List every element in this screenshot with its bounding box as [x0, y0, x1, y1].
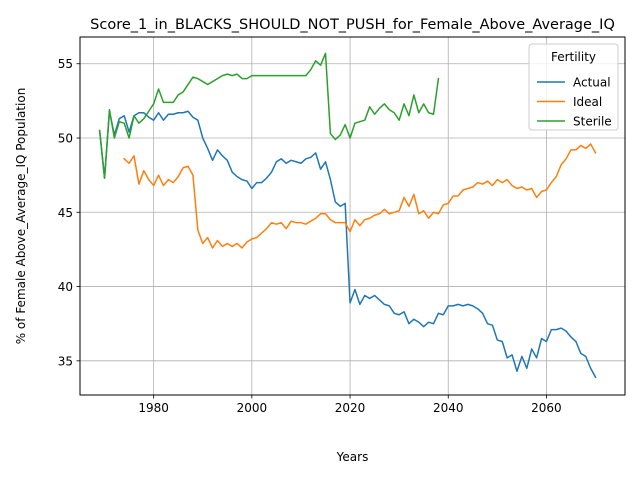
series-lines: [98, 52, 597, 379]
chart-title: Score_1_in_BLACKS_SHOULD_NOT_PUSH_for_Fe…: [90, 17, 615, 33]
y-axis-label: % of Female Above_Average_IQ Population: [14, 88, 28, 345]
y-tick-label: 40: [58, 280, 73, 294]
x-axis: 1980 2000 2020 2040 2060: [138, 395, 562, 415]
y-axis: 35 40 45 50 55: [58, 57, 80, 368]
series-line-sterile: [98, 52, 440, 179]
series-line-actual: [98, 110, 597, 379]
legend: Fertility Actual Ideal Sterile: [528, 43, 619, 131]
x-tick-label: 2060: [531, 401, 562, 415]
y-tick-label: 45: [58, 206, 73, 220]
x-tick-label: 2020: [335, 401, 366, 415]
x-tick-label: 2000: [237, 401, 268, 415]
x-tick-label: 1980: [138, 401, 169, 415]
y-tick-label: 55: [58, 57, 73, 71]
x-tick-label: 2040: [433, 401, 464, 415]
legend-label-sterile: Sterile: [573, 115, 612, 129]
y-tick-label: 35: [58, 354, 73, 368]
y-tick-label: 50: [58, 132, 73, 146]
x-axis-label: Years: [336, 450, 369, 464]
series-line-ideal: [123, 143, 597, 249]
legend-box: [528, 43, 619, 131]
legend-entries: Actual Ideal Sterile: [537, 76, 612, 129]
plot-frame: [79, 36, 626, 396]
legend-label-ideal: Ideal: [573, 95, 602, 109]
legend-title: Fertility: [551, 50, 596, 64]
legend-label-actual: Actual: [573, 76, 611, 90]
